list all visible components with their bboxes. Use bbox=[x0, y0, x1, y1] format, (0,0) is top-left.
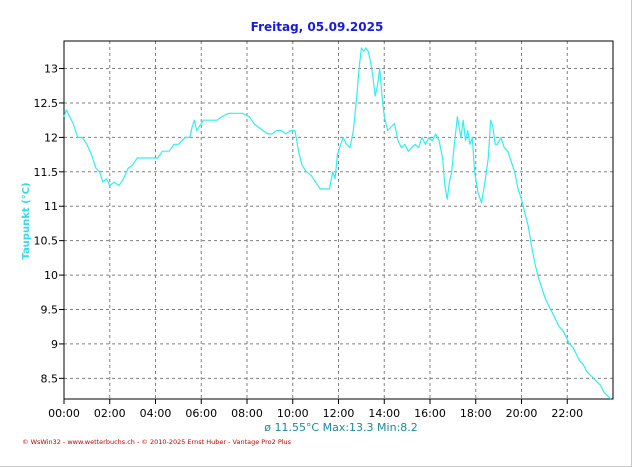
y-axis-label: Taupunkt (°C) bbox=[21, 182, 32, 259]
y-tick-label: 10 bbox=[44, 269, 58, 282]
y-tick-label: 12.5 bbox=[34, 97, 59, 110]
y-tick-label: 9 bbox=[51, 338, 58, 351]
tick-labels: 00:00 02:00 04:00 06:00 08:00 10:00 12:00 14:00… bbox=[34, 63, 584, 420]
x-tick-label: 20:00 bbox=[506, 407, 538, 420]
y-tick-label: 8.5 bbox=[41, 372, 59, 385]
x-tick-label: 16:00 bbox=[414, 407, 446, 420]
x-tick-label: 06:00 bbox=[185, 407, 217, 420]
series-layer bbox=[63, 47, 612, 400]
series-line-0 bbox=[63, 47, 612, 400]
x-tick-label: 08:00 bbox=[231, 407, 263, 420]
x-tick-label: 14:00 bbox=[368, 407, 400, 420]
x-tick-label: 18:00 bbox=[460, 407, 492, 420]
x-tick-label: 22:00 bbox=[551, 407, 583, 420]
y-tick-label: 9.5 bbox=[41, 304, 59, 317]
y-tick-label: 12 bbox=[44, 131, 58, 144]
y-tick-label: 13 bbox=[44, 63, 58, 76]
x-tick-label: 04:00 bbox=[140, 407, 172, 420]
chart-title: Freitag, 05.09.2025 bbox=[251, 20, 384, 34]
y-tick-label: 11 bbox=[44, 200, 58, 213]
plot-background bbox=[64, 41, 613, 399]
plot-border bbox=[63, 40, 614, 400]
plot-area bbox=[64, 41, 613, 399]
footer-credits: © WsWin32 - www.wetterbuchs.ch - © 2010-… bbox=[22, 438, 292, 446]
gridlines bbox=[59, 41, 613, 404]
stats-summary: ø 11.55°C Max:13.3 Min:8.2 bbox=[264, 421, 418, 434]
x-tick-label: 10:00 bbox=[277, 407, 309, 420]
y-tick-label: 11.5 bbox=[34, 166, 59, 179]
x-tick-label: 12:00 bbox=[323, 407, 355, 420]
y-tick-label: 10.5 bbox=[34, 235, 59, 248]
x-tick-label: 02:00 bbox=[94, 407, 126, 420]
axes bbox=[63, 40, 614, 400]
x-tick-label: 00:00 bbox=[48, 407, 80, 420]
